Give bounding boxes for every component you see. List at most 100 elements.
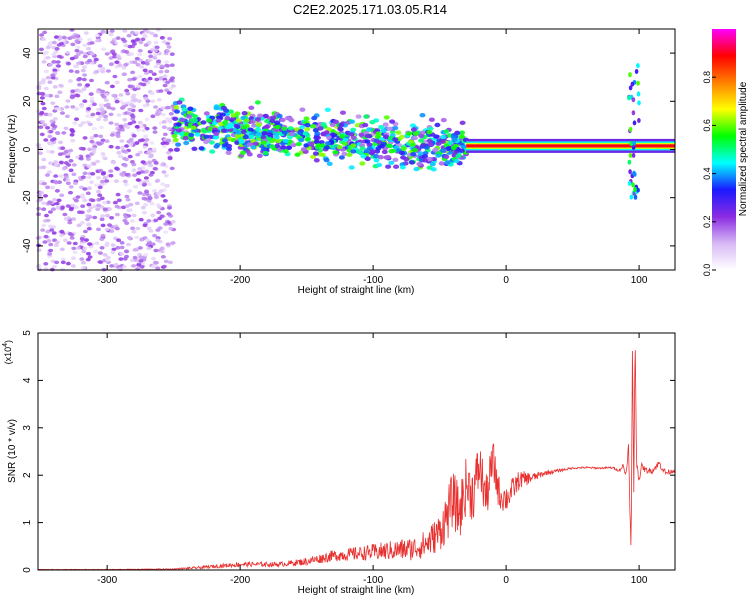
spectrogram-signal-cell	[364, 133, 371, 139]
spectrogram-noise-cell	[156, 191, 162, 196]
spectrogram-noise-cell	[161, 144, 167, 149]
spectrogram-noise-cell	[102, 253, 108, 257]
spectrogram-noise-cell	[127, 121, 133, 126]
spectrogram-signal-cell	[410, 152, 417, 157]
spectrogram-signal-cell	[338, 122, 345, 128]
spectrogram-noise-cell	[114, 60, 120, 64]
spectrogram-noise-cell	[134, 56, 140, 61]
spectrogram-noise-cell	[146, 40, 152, 45]
spectrogram-signal-cell	[207, 126, 214, 132]
spectrogram-noise-cell	[47, 134, 53, 139]
spectrogram-signal-cell	[298, 137, 305, 143]
spectrogram-y-label: Frequency (Hz)	[7, 115, 18, 184]
spectrogram-noise-cell	[112, 74, 118, 79]
spectrogram-signal-cell	[304, 127, 311, 132]
spectrogram-noise-cell	[134, 141, 140, 145]
spectrogram-signal-cell	[255, 117, 261, 122]
spectrogram-noise-cell	[60, 260, 66, 265]
spectrogram-noise-cell	[126, 111, 132, 116]
spectrogram-noise-cell	[143, 43, 149, 47]
spectrogram-noise-cell	[88, 205, 94, 210]
spectrogram-noise-cell	[124, 50, 130, 54]
spectrogram-noise-cell	[75, 195, 81, 199]
spectrogram-noise-cell	[114, 99, 120, 104]
spectrogram-noise-cell	[134, 201, 140, 206]
spectrogram-noise-cell	[124, 249, 130, 254]
spectrogram-signal-cell	[450, 145, 457, 150]
spectrogram-signal-cell	[247, 127, 254, 132]
spectrogram-signal-cell	[324, 141, 331, 146]
spectrogram-noise-cell	[104, 227, 110, 232]
spectrogram-noise-cell	[80, 175, 86, 179]
spectrogram-noise-cell	[80, 121, 86, 125]
spectrogram-noise-cell	[147, 160, 153, 165]
spectrogram-spike-cell	[636, 91, 641, 97]
spectrogram-noise-cell	[152, 166, 158, 171]
spectrogram-noise-cell	[95, 207, 101, 212]
spectrogram-noise-cell	[164, 60, 169, 64]
spectrogram-noise-cell	[131, 120, 137, 124]
spectrogram-noise-cell	[162, 132, 168, 137]
spectrogram-noise-cell	[65, 261, 71, 266]
spectrogram-noise-cell	[51, 225, 56, 229]
spectrogram-noise-cell	[114, 226, 120, 231]
spectrogram-noise-cell	[142, 103, 148, 108]
spectrogram-noise-cell	[95, 159, 100, 164]
spectrogram-noise-cell	[162, 199, 168, 203]
spectrogram-signal-cell	[430, 167, 437, 172]
spectrogram-noise-cell	[62, 212, 68, 217]
spectrogram-noise-cell	[79, 237, 85, 241]
spectrogram-signal-cell	[455, 153, 462, 159]
spectrogram-signal-cell	[338, 155, 345, 160]
spectrogram-noise-cell	[41, 181, 47, 186]
spectrogram-noise-cell	[144, 189, 149, 194]
spectrogram-noise-cell	[102, 200, 107, 205]
spectrogram-noise-cell	[49, 228, 55, 232]
spectrogram-signal-cell	[435, 141, 442, 146]
spectrogram-signal-cell	[319, 143, 326, 148]
spectrogram-noise-cell	[168, 148, 174, 152]
spectrogram-noise-cell	[152, 56, 158, 60]
spectrogram-noise-cell	[125, 101, 131, 105]
spectrogram-noise-cell	[100, 69, 106, 74]
spectrogram-noise-cell	[103, 114, 109, 119]
spectrogram-noise-cell	[93, 133, 99, 138]
spectrogram-signal-cell	[451, 137, 458, 143]
snr-x-tick-label: -200	[230, 575, 250, 586]
spectrogram-noise-cell	[120, 37, 126, 42]
spectrogram-noise-cell	[61, 166, 67, 171]
spectrogram-noise-cell	[63, 175, 69, 179]
spectrogram-noise-cell	[104, 241, 110, 246]
spectrogram-noise-cell	[130, 39, 136, 43]
spectrogram-noise-cell	[134, 31, 139, 35]
spectrogram-noise-cell	[59, 205, 65, 210]
spectrogram-noise-cell	[86, 251, 91, 256]
spectrogram-noise-cell	[168, 112, 174, 116]
spectrogram-signal-cell	[269, 118, 276, 124]
spectrogram-noise-cell	[82, 229, 88, 234]
spectrogram-noise-cell	[71, 172, 77, 177]
spectrogram-noise-cell	[148, 173, 154, 177]
spectrogram-noise-cell	[86, 226, 92, 231]
spectrogram-noise-cell	[76, 223, 82, 228]
spectrogram-noise-cell	[50, 185, 55, 190]
spectrogram-noise-cell	[137, 246, 143, 250]
spectrogram-noise-cell	[150, 213, 156, 218]
spectrogram-noise-cell	[87, 255, 93, 259]
spectrogram-noise-cell	[103, 117, 109, 122]
spectrogram-signal-cell	[299, 125, 306, 130]
spectrogram-noise-cell	[105, 102, 111, 107]
spectrogram-noise-cell	[39, 132, 45, 137]
spectrogram-noise-cell	[135, 178, 141, 182]
spectrogram-noise-cell	[48, 93, 54, 98]
spectrogram-signal-cell	[262, 150, 269, 156]
spectrogram-noise-cell	[91, 126, 97, 131]
spectrogram-noise-cell	[85, 214, 91, 218]
spectrogram-noise-cell	[36, 206, 42, 211]
spectrogram-signal-cell	[398, 134, 405, 140]
spectrogram-spike-cell	[636, 80, 640, 86]
spectrogram-noise-cell	[69, 233, 75, 237]
spectrogram-noise-cell	[148, 229, 154, 233]
spectrogram-noise-cell	[56, 64, 61, 68]
spectrogram-noise-cell	[53, 163, 59, 167]
